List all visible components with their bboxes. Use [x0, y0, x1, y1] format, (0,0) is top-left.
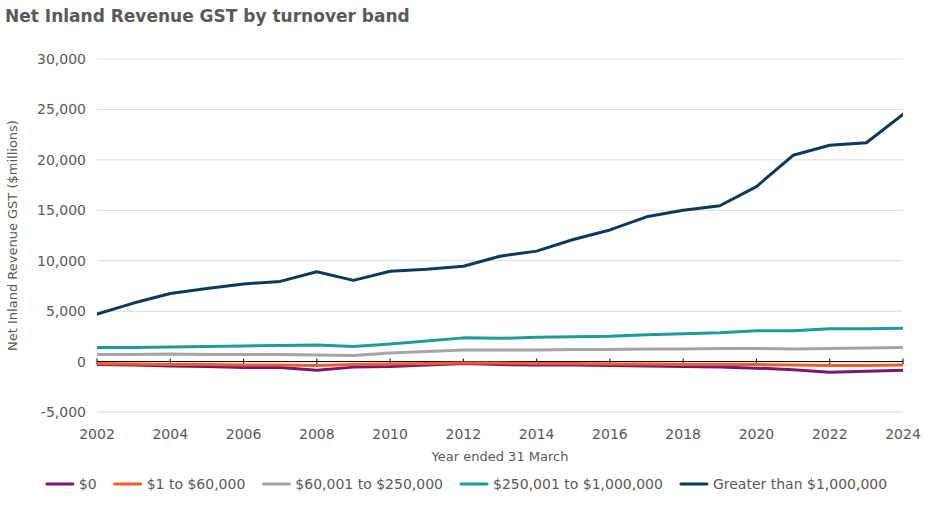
legend-label: $0 [79, 476, 97, 492]
y-axis-label: Net Inland Revenue GST ($millions) [5, 120, 20, 351]
x-tick-label: 2020 [739, 426, 775, 442]
y-tick-label: 25,000 [37, 101, 86, 117]
grid-line [97, 260, 903, 261]
grid-line [97, 159, 903, 160]
chart: Net Inland Revenue GST by turnover band N… [0, 0, 934, 506]
x-tick-label: 2012 [446, 426, 482, 442]
x-tick [829, 359, 830, 365]
x-tick-label: 2016 [592, 426, 628, 442]
x-tick-label: 2014 [519, 426, 555, 442]
x-tick-label: 2022 [812, 426, 848, 442]
x-tick-label: 2024 [885, 426, 921, 442]
y-tick-label: 30,000 [37, 51, 86, 67]
grid-line [97, 412, 903, 413]
title: Net Inland Revenue GST by turnover band [5, 6, 410, 26]
x-tick-label: 2018 [665, 426, 701, 442]
y-tick-label: 5,000 [46, 303, 86, 319]
y-tick-label: -5,000 [41, 404, 86, 420]
legend: $0 $1 to $60,000 $60,001 to $250,000 $250,0… [47, 476, 887, 492]
y-tick-label: 10,000 [37, 253, 86, 269]
series-line [97, 364, 903, 373]
series-line [97, 347, 903, 355]
series-line [97, 114, 903, 314]
legend-label: Greater than $1,000,000 [713, 476, 887, 492]
legend-label: $250,001 to $1,000,000 [493, 476, 663, 492]
y-tick-label: 20,000 [37, 152, 86, 168]
grid-line [97, 210, 903, 211]
x-tick-label: 2002 [79, 426, 115, 442]
legend-swatch [263, 483, 289, 486]
legend-swatch [461, 483, 487, 486]
legend-label: $1 to $60,000 [147, 476, 246, 492]
series-line [97, 328, 903, 347]
x-axis-label: Year ended 31 March [431, 449, 569, 464]
x-tick-label: 2010 [372, 426, 408, 442]
legend-label: $60,001 to $250,000 [295, 476, 443, 492]
legend-swatch [47, 483, 73, 486]
x-tick [316, 359, 317, 365]
x-tick-label: 2004 [152, 426, 188, 442]
grid-line [97, 109, 903, 110]
grid-line [97, 311, 903, 312]
grid-line [97, 59, 903, 60]
legend-swatch [681, 483, 707, 486]
x-tick-label: 2006 [226, 426, 262, 442]
legend-swatch [115, 483, 141, 486]
x-tick-label: 2008 [299, 426, 335, 442]
y-tick-label: 0 [77, 354, 86, 370]
y-tick-label: 15,000 [37, 202, 86, 218]
plot-area [97, 114, 903, 372]
series-line [97, 363, 903, 366]
